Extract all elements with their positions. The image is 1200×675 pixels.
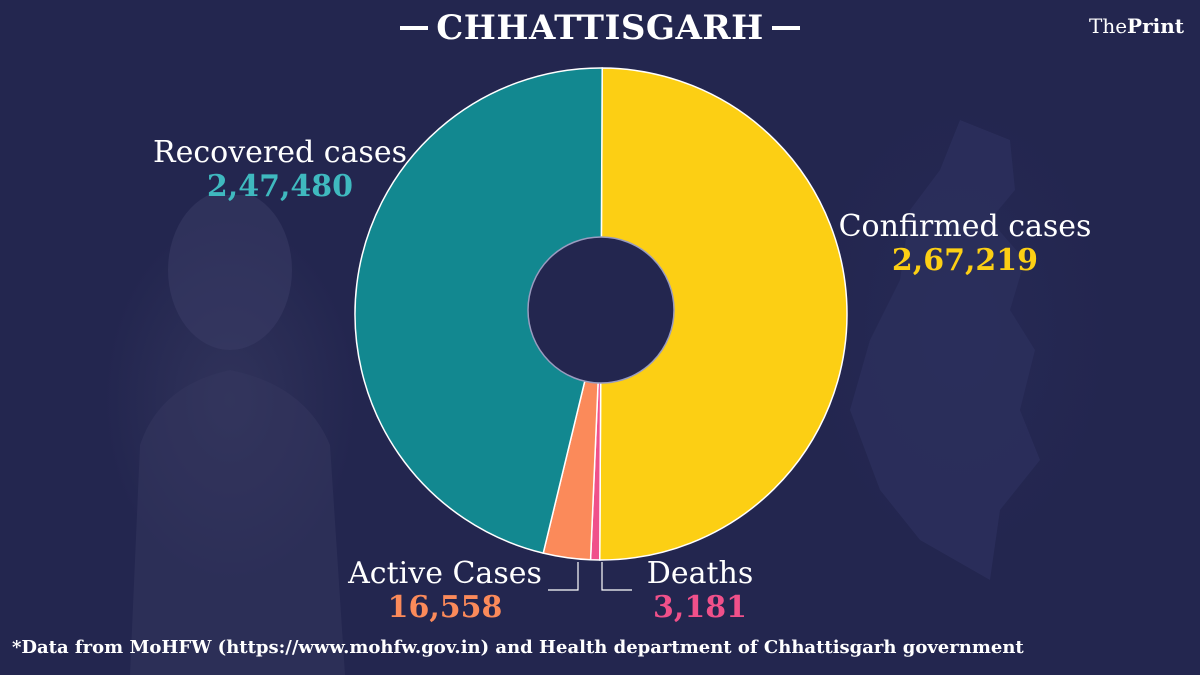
active-label-name: Active Cases (348, 556, 542, 591)
source-footnote: *Data from MoHFW (https://www.mohfw.gov.… (12, 637, 1024, 658)
label-active: Active Cases 16,558 (345, 557, 545, 625)
deaths-label-name: Deaths (646, 556, 754, 591)
person-silhouette-image (130, 195, 345, 675)
recovered-label-name: Recovered cases (153, 135, 407, 170)
confirmed-label-name: Confirmed cases (838, 209, 1092, 244)
brand-suffix: Print (1127, 14, 1184, 38)
leader-line-active (548, 562, 579, 591)
label-deaths: Deaths 3,181 (630, 557, 770, 625)
active-label-value: 16,558 (387, 590, 503, 625)
slice-confirmed-cases (599, 67, 848, 561)
label-confirmed: Confirmed cases 2,67,219 (830, 210, 1100, 278)
recovered-label-value: 2,47,480 (206, 169, 354, 204)
donut-hole (527, 236, 675, 384)
brand-logo: ThePrint (1089, 14, 1184, 38)
deaths-label-value: 3,181 (653, 590, 747, 625)
title-text: CHHATTISGARH (436, 8, 764, 48)
label-recovered: Recovered cases 2,47,480 (150, 136, 410, 204)
title-dash-left (400, 26, 429, 30)
slice-recovered-cases (354, 67, 603, 555)
page-title: CHHATTISGARH (0, 8, 1200, 48)
state-map-silhouette (850, 120, 1040, 580)
title-dash-right (771, 26, 800, 30)
brand-prefix: The (1088, 14, 1128, 38)
confirmed-label-value: 2,67,219 (891, 243, 1039, 278)
leader-line-deaths (601, 562, 632, 591)
